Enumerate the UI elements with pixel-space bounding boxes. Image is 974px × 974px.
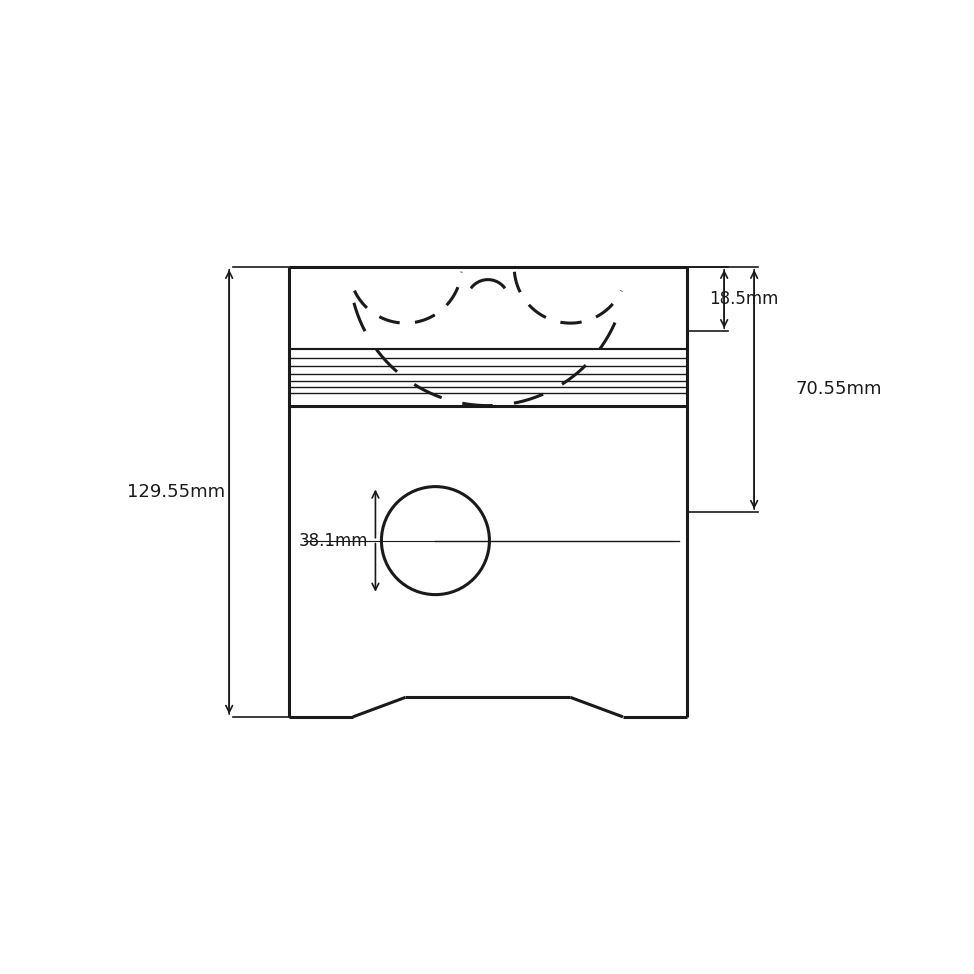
- Text: 70.55mm: 70.55mm: [796, 381, 881, 398]
- Text: 18.5mm: 18.5mm: [709, 290, 778, 308]
- Text: 38.1mm: 38.1mm: [298, 532, 368, 549]
- Text: 129.55mm: 129.55mm: [128, 483, 225, 501]
